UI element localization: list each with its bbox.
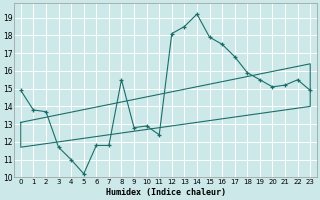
- X-axis label: Humidex (Indice chaleur): Humidex (Indice chaleur): [106, 188, 226, 197]
